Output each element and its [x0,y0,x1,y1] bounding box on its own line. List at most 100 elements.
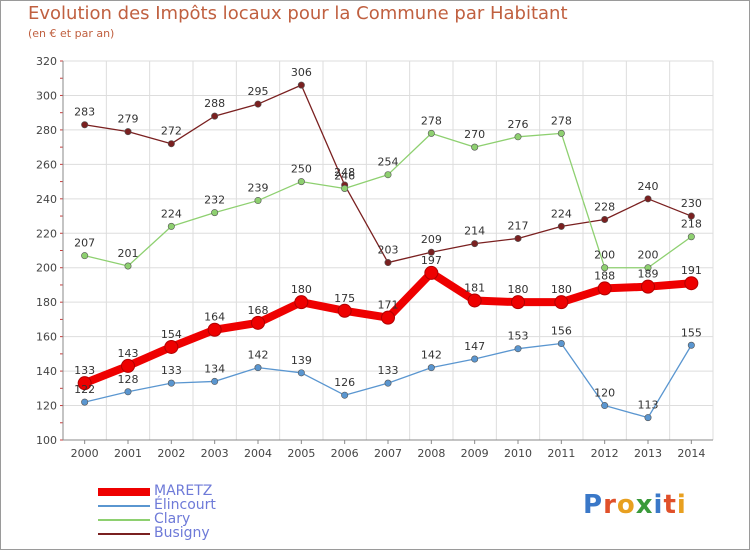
data-point-maretz [424,265,439,280]
data-point-clary [514,133,522,141]
y-tick-label: 280 [36,124,57,137]
data-label-busigny: 283 [74,106,95,119]
data-label-clary: 201 [118,247,139,260]
data-label-busigny: 272 [161,125,182,138]
x-tick-label: 2008 [417,447,445,460]
data-point-lincourt [297,369,305,377]
data-point-clary [124,262,132,270]
y-tick-label: 220 [36,227,57,240]
data-label-busigny: 288 [204,97,225,110]
data-label-busigny: 230 [681,197,702,210]
data-label-clary: 200 [638,249,659,262]
data-point-clary [81,252,89,260]
data-point-busigny [644,195,652,203]
data-point-busigny [211,112,219,120]
data-label-lincourt: 122 [74,383,95,396]
data-label-clary: 200 [594,249,615,262]
data-label-maretz: 181 [464,281,485,294]
data-label-clary: 270 [464,128,485,141]
logo-letter: r [603,490,617,520]
data-point-lincourt [427,364,435,372]
y-tick-label: 200 [36,262,57,275]
data-point-lincourt [514,345,522,353]
x-tick-label: 2003 [201,447,229,460]
data-point-lincourt [644,414,652,422]
legend-swatch [98,488,150,496]
y-tick-label: 300 [36,89,57,102]
y-tick-label: 120 [36,400,57,413]
data-point-maretz [597,281,612,296]
data-label-lincourt: 156 [551,325,572,338]
data-label-lincourt: 133 [378,364,399,377]
data-label-busigny: 240 [638,180,659,193]
data-label-busigny: 248 [334,166,355,179]
data-label-busigny: 306 [291,66,312,79]
data-label-clary: 239 [248,182,269,195]
data-point-maretz [294,295,309,310]
x-tick-label: 2002 [157,447,185,460]
y-tick-label: 140 [36,365,57,378]
data-label-lincourt: 153 [508,330,529,343]
data-labels: 133 143 154 164 168 180 175 171 197 181 180 180 188 1… [74,66,702,411]
data-label-clary: 232 [204,194,225,207]
data-label-clary: 218 [681,218,702,231]
data-label-clary: 250 [291,163,312,176]
data-point-lincourt [601,402,609,410]
chart-title: Evolution des Impôts locaux pour la Comm… [28,3,568,24]
data-point-busigny [167,140,175,148]
data-label-lincourt: 142 [421,349,442,362]
data-point-maretz [641,279,655,294]
data-point-lincourt [124,388,132,396]
data-point-clary [644,264,652,272]
data-label-clary: 254 [378,156,399,169]
data-point-clary [341,184,349,192]
legend-label: Busigny [154,525,210,541]
data-label-lincourt: 126 [334,376,355,389]
data-point-lincourt [687,341,695,349]
y-tick-label: 240 [36,193,57,206]
data-label-maretz: 154 [161,328,182,341]
data-label-lincourt: 128 [118,373,139,386]
x-tick-label: 2004 [244,447,272,460]
x-tick-label: 2014 [677,447,705,460]
x-tick-label: 2011 [547,447,575,460]
plot-area [63,61,713,440]
data-point-lincourt [167,379,175,387]
data-point-busigny [557,222,565,230]
proxiti-logo: Proxiti [583,490,687,520]
y-tick-label: 160 [36,331,57,344]
data-point-maretz [121,358,135,373]
data-label-maretz: 164 [204,311,225,324]
data-point-maretz [77,376,92,391]
data-label-lincourt: 113 [638,399,659,412]
data-point-busigny [254,100,262,108]
data-label-busigny: 217 [508,219,529,232]
data-label-lincourt: 142 [248,349,269,362]
data-point-maretz [207,322,222,337]
data-point-lincourt [254,364,262,372]
data-label-maretz: 133 [74,364,95,377]
data-point-maretz [381,310,395,325]
data-point-busigny [427,248,435,256]
data-point-busigny [514,234,522,242]
data-label-clary: 278 [421,114,442,127]
x-tick-label: 2006 [331,447,359,460]
logo-letter: i [676,490,687,520]
data-point-clary [384,171,392,179]
series [77,81,699,422]
y-tick-label: 180 [36,296,57,309]
data-label-maretz: 175 [334,292,355,305]
data-point-clary [471,143,479,151]
logo-letter: o [616,490,636,520]
legend-swatch [98,533,150,535]
data-point-clary [557,129,565,137]
data-label-maretz: 168 [248,304,269,317]
logo-letter: P [583,490,604,520]
logo-letter: i [653,490,664,520]
y-tick-label: 260 [36,158,57,171]
logo-letter: t [663,490,677,520]
data-point-maretz [684,276,699,291]
data-point-maretz [467,293,482,308]
data-label-clary: 276 [508,118,529,131]
data-label-maretz: 189 [638,268,659,281]
